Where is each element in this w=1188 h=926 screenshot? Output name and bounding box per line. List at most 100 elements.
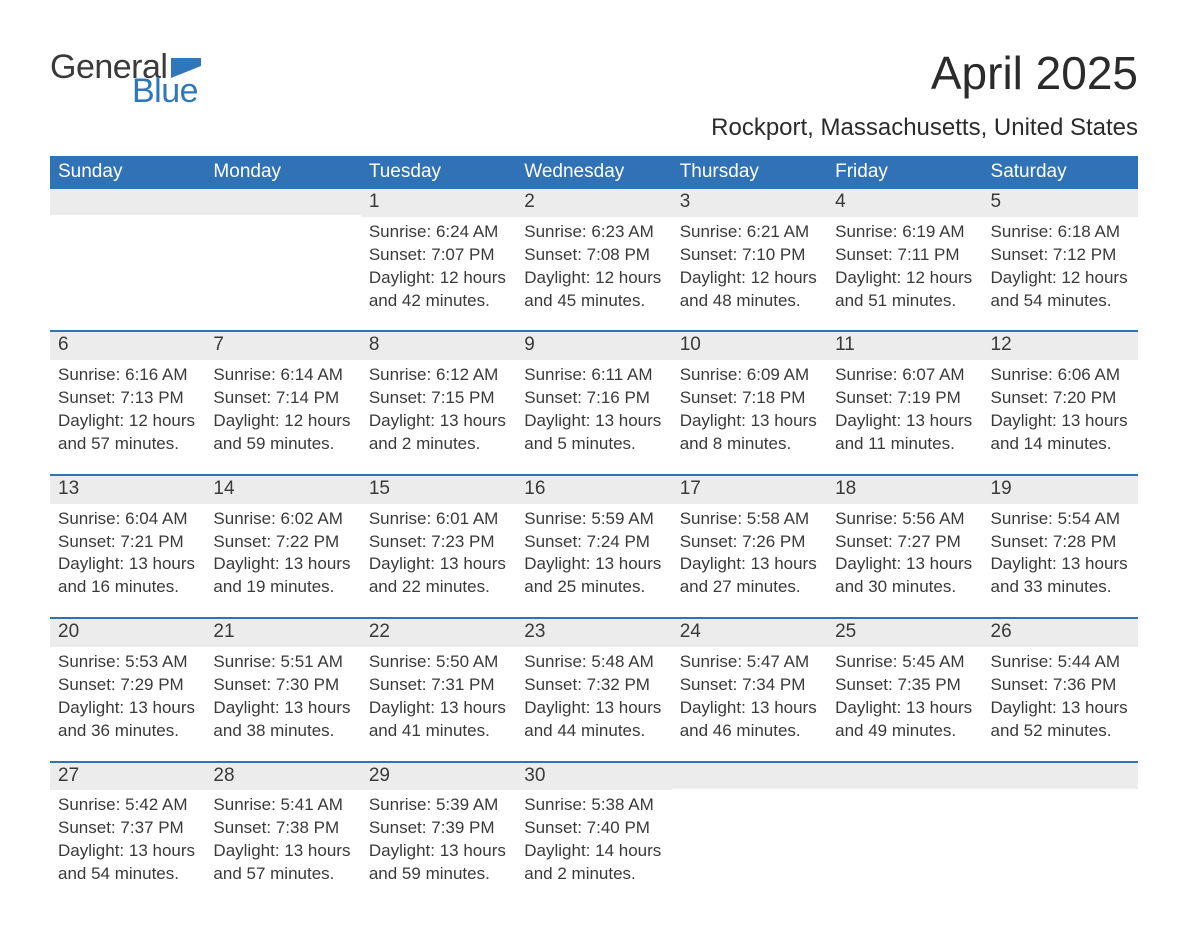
sunset-value: 7:19 PM bbox=[898, 388, 961, 407]
sunrise-value: 5:38 AM bbox=[591, 795, 653, 814]
day-body: Sunrise: 6:07 AMSunset: 7:19 PM Daylight:… bbox=[827, 360, 982, 456]
sunrise-label: Sunrise: bbox=[213, 509, 275, 528]
sunset-label: Sunset: bbox=[524, 532, 582, 551]
sunset-line: Sunset: 7:11 PM bbox=[835, 244, 974, 267]
sunset-label: Sunset: bbox=[213, 388, 271, 407]
sunset-line: Sunset: 7:15 PM bbox=[369, 387, 508, 410]
sunset-line: Sunset: 7:37 PM bbox=[58, 817, 197, 840]
sunset-label: Sunset: bbox=[524, 245, 582, 264]
sunset-line: Sunset: 7:27 PM bbox=[835, 531, 974, 554]
sunset-label: Sunset: bbox=[835, 532, 893, 551]
sunrise-line: Sunrise: 5:42 AM bbox=[58, 794, 197, 817]
dow-cell: Wednesday bbox=[516, 156, 671, 189]
sunrise-value: 5:47 AM bbox=[747, 652, 809, 671]
sunrise-value: 6:07 AM bbox=[902, 365, 964, 384]
sunset-label: Sunset: bbox=[835, 388, 893, 407]
sunset-line: Sunset: 7:36 PM bbox=[991, 674, 1130, 697]
daylight-line: Daylight: 12 hours and 45 minutes. bbox=[524, 267, 663, 313]
month-title: April 2025 bbox=[711, 50, 1138, 96]
day-body: Sunrise: 5:38 AMSunset: 7:40 PMDaylight:… bbox=[516, 790, 671, 886]
day-cell: 29Sunrise: 5:39 AMSunset: 7:39 PMDayligh… bbox=[361, 763, 516, 886]
day-cell bbox=[983, 763, 1138, 886]
daylight-label: Daylight: bbox=[991, 698, 1057, 717]
sunrise-line: Sunrise: 5:41 AM bbox=[213, 794, 352, 817]
sunrise-line: Sunrise: 5:54 AM bbox=[991, 508, 1130, 531]
sunrise-line: Sunrise: 6:19 AM bbox=[835, 221, 974, 244]
sunset-line: Sunset: 7:39 PM bbox=[369, 817, 508, 840]
sunrise-label: Sunrise: bbox=[213, 365, 275, 384]
day-body: Sunrise: 6:09 AMSunset: 7:18 PMDaylight:… bbox=[672, 360, 827, 456]
sunrise-value: 5:51 AM bbox=[281, 652, 343, 671]
daylight-line: Daylight: 12 hours and 54 minutes. bbox=[991, 267, 1130, 313]
day-body: Sunrise: 5:48 AMSunset: 7:32 PMDaylight:… bbox=[516, 647, 671, 743]
sunrise-line: Sunrise: 6:07 AM bbox=[835, 364, 974, 387]
logo-text-blue: Blue bbox=[132, 74, 201, 108]
sunrise-label: Sunrise: bbox=[680, 222, 742, 241]
week-row: 6Sunrise: 6:16 AMSunset: 7:13 PMDaylight… bbox=[50, 330, 1138, 455]
sunrise-value: 6:06 AM bbox=[1058, 365, 1120, 384]
sunrise-label: Sunrise: bbox=[680, 652, 742, 671]
sunrise-label: Sunrise: bbox=[524, 795, 586, 814]
day-number: 14 bbox=[205, 476, 360, 504]
day-number: 19 bbox=[983, 476, 1138, 504]
sunset-line: Sunset: 7:34 PM bbox=[680, 674, 819, 697]
sunset-value: 7:16 PM bbox=[587, 388, 650, 407]
sunrise-line: Sunrise: 5:53 AM bbox=[58, 651, 197, 674]
sunset-value: 7:39 PM bbox=[431, 818, 494, 837]
day-body: Sunrise: 6:11 AMSunset: 7:16 PMDaylight:… bbox=[516, 360, 671, 456]
sunrise-value: 5:39 AM bbox=[436, 795, 498, 814]
day-cell: 25Sunrise: 5:45 AMSunset: 7:35 PMDayligh… bbox=[827, 619, 982, 742]
daylight-label: Daylight: bbox=[369, 268, 435, 287]
sunrise-value: 6:14 AM bbox=[281, 365, 343, 384]
title-block: April 2025 Rockport, Massachusetts, Unit… bbox=[711, 50, 1138, 142]
sunset-line: Sunset: 7:38 PM bbox=[213, 817, 352, 840]
sunrise-value: 6:09 AM bbox=[747, 365, 809, 384]
sunset-line: Sunset: 7:29 PM bbox=[58, 674, 197, 697]
sunrise-line: Sunrise: 5:39 AM bbox=[369, 794, 508, 817]
sunset-line: Sunset: 7:20 PM bbox=[991, 387, 1130, 410]
daylight-label: Daylight: bbox=[213, 841, 279, 860]
day-body: Sunrise: 5:44 AMSunset: 7:36 PMDaylight:… bbox=[983, 647, 1138, 743]
day-cell: 28Sunrise: 5:41 AMSunset: 7:38 PMDayligh… bbox=[205, 763, 360, 886]
day-cell: 12Sunrise: 6:06 AMSunset: 7:20 PMDayligh… bbox=[983, 332, 1138, 455]
sunrise-label: Sunrise: bbox=[835, 652, 897, 671]
sunset-value: 7:30 PM bbox=[276, 675, 339, 694]
day-number: 9 bbox=[516, 332, 671, 360]
daylight-line: Daylight: 13 hours and 11 minutes. bbox=[835, 410, 974, 456]
day-cell: 9Sunrise: 6:11 AMSunset: 7:16 PMDaylight… bbox=[516, 332, 671, 455]
sunrise-line: Sunrise: 5:58 AM bbox=[680, 508, 819, 531]
day-number: 24 bbox=[672, 619, 827, 647]
daylight-line: Daylight: 13 hours and 22 minutes. bbox=[369, 553, 508, 599]
sunrise-value: 5:59 AM bbox=[591, 509, 653, 528]
day-body: Sunrise: 5:59 AMSunset: 7:24 PMDaylight:… bbox=[516, 504, 671, 600]
day-body: Sunrise: 5:53 AMSunset: 7:29 PMDaylight:… bbox=[50, 647, 205, 743]
sunrise-label: Sunrise: bbox=[369, 652, 431, 671]
sunset-label: Sunset: bbox=[369, 388, 427, 407]
sunrise-line: Sunrise: 6:11 AM bbox=[524, 364, 663, 387]
day-number: 5 bbox=[983, 189, 1138, 217]
sunrise-value: 5:53 AM bbox=[125, 652, 187, 671]
weeks-container: 1Sunrise: 6:24 AMSunset: 7:07 PMDaylight… bbox=[50, 189, 1138, 886]
sunrise-label: Sunrise: bbox=[369, 795, 431, 814]
day-body: Sunrise: 6:06 AMSunset: 7:20 PMDaylight:… bbox=[983, 360, 1138, 456]
sunset-value: 7:11 PM bbox=[898, 245, 960, 264]
daylight-label: Daylight: bbox=[680, 268, 746, 287]
day-number: 25 bbox=[827, 619, 982, 647]
day-number: 3 bbox=[672, 189, 827, 217]
daylight-label: Daylight: bbox=[524, 698, 590, 717]
sunrise-line: Sunrise: 6:02 AM bbox=[213, 508, 352, 531]
sunset-label: Sunset: bbox=[58, 675, 116, 694]
sunrise-line: Sunrise: 6:04 AM bbox=[58, 508, 197, 531]
daylight-line: Daylight: 12 hours and 51 minutes. bbox=[835, 267, 974, 313]
sunset-line: Sunset: 7:22 PM bbox=[213, 531, 352, 554]
sunrise-value: 6:24 AM bbox=[436, 222, 498, 241]
day-cell: 23Sunrise: 5:48 AMSunset: 7:32 PMDayligh… bbox=[516, 619, 671, 742]
daylight-label: Daylight: bbox=[835, 698, 901, 717]
sunset-line: Sunset: 7:26 PM bbox=[680, 531, 819, 554]
daylight-label: Daylight: bbox=[369, 841, 435, 860]
day-body: Sunrise: 5:58 AMSunset: 7:26 PMDaylight:… bbox=[672, 504, 827, 600]
sunset-value: 7:07 PM bbox=[431, 245, 494, 264]
sunset-label: Sunset: bbox=[680, 675, 738, 694]
sunrise-line: Sunrise: 6:14 AM bbox=[213, 364, 352, 387]
sunset-line: Sunset: 7:07 PM bbox=[369, 244, 508, 267]
